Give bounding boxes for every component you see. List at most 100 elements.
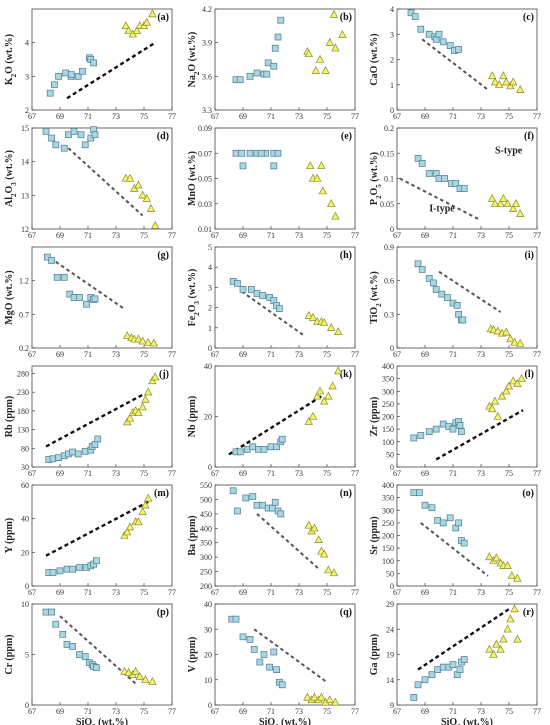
- data-point-triangle: [495, 80, 504, 88]
- y-tick-label: 4: [390, 5, 394, 14]
- x-tick-label: 73: [112, 469, 120, 478]
- data-point-square: [69, 643, 76, 650]
- y-tick-label: 350: [382, 375, 394, 384]
- data-point-triangle: [511, 199, 521, 207]
- data-point-triangle: [141, 394, 150, 403]
- data-point-triangle: [138, 402, 147, 411]
- data-point-triangle: [304, 520, 313, 529]
- data-point-square: [79, 67, 86, 75]
- y-tick-label: 0: [208, 463, 212, 472]
- y-tick-label: 0.05: [198, 175, 212, 184]
- x-tick-label: 69: [239, 707, 247, 716]
- data-point-triangle: [503, 561, 512, 569]
- x-tick-label: 75: [323, 231, 331, 240]
- data-point-square: [273, 666, 280, 674]
- y-axis-label: V (ppm): [187, 637, 198, 673]
- data-point-triangle: [141, 500, 150, 509]
- y-tick-label: 0.15: [380, 149, 394, 158]
- x-tick-label: 73: [295, 588, 303, 597]
- data-point-square: [93, 557, 100, 565]
- data-point-triangle: [489, 649, 498, 658]
- trend-line: [438, 270, 502, 313]
- data-point-triangle: [142, 17, 151, 26]
- x-tick-label: 69: [239, 588, 247, 597]
- x-tick-label: 69: [56, 707, 64, 716]
- data-point-square: [456, 421, 464, 429]
- data-point-triangle: [121, 21, 130, 29]
- data-point-square: [449, 425, 457, 433]
- data-point-square: [260, 445, 268, 453]
- plot-frame: [31, 603, 173, 706]
- y-tick-label: 150: [382, 544, 394, 553]
- data-point-square: [234, 280, 241, 287]
- x-tick-label: 71: [449, 350, 457, 359]
- panel-label: (r): [523, 607, 534, 618]
- data-point-square: [270, 162, 278, 170]
- y-tick-label: 0.7: [19, 310, 29, 319]
- x-tick-label: 75: [505, 112, 513, 121]
- y-tick-label: 180: [17, 407, 29, 416]
- x-tick-label: 69: [421, 231, 429, 240]
- y-tick-label: 0: [25, 701, 29, 710]
- data-point-square: [414, 260, 422, 268]
- data-point-triangle: [310, 523, 319, 532]
- data-point-square: [81, 447, 89, 455]
- data-point-square: [69, 448, 76, 456]
- data-point-square: [407, 9, 415, 17]
- data-point-triangle: [504, 381, 514, 390]
- y-tick-label: 500: [200, 495, 212, 504]
- data-point-triangle: [324, 391, 333, 400]
- data-point-square: [444, 294, 451, 301]
- data-point-triangle: [304, 416, 313, 425]
- data-point-triangle: [134, 180, 143, 189]
- data-point-square: [410, 489, 418, 496]
- plot-frame: [396, 365, 538, 468]
- x-tick-label: 67: [211, 707, 219, 716]
- y-tick-label: 350: [382, 494, 394, 503]
- data-point-triangle: [138, 507, 147, 516]
- panel-label: (o): [522, 488, 534, 499]
- data-point-square: [278, 681, 286, 689]
- data-point-square: [411, 13, 419, 20]
- data-point-square: [421, 676, 429, 684]
- trend-line: [256, 513, 320, 570]
- data-point-triangle: [503, 199, 512, 207]
- x-tick-label: 71: [267, 231, 275, 240]
- data-point-square: [91, 295, 99, 303]
- y-tick-label: 0.1: [384, 175, 394, 184]
- data-point-square: [460, 656, 468, 663]
- y-axis-label: Cr (ppm): [4, 634, 15, 674]
- x-tick-label: 69: [421, 469, 429, 478]
- y-tick-label: 400: [382, 481, 394, 490]
- data-point-triangle: [488, 404, 497, 413]
- panel-label: (d): [157, 131, 169, 142]
- x-tick-label: 67: [393, 112, 401, 121]
- data-point-square: [452, 180, 460, 187]
- x-tick-label: 71: [84, 112, 92, 121]
- y-tick-label: 9: [390, 701, 394, 710]
- data-point-triangle: [488, 71, 497, 80]
- data-point-triangle: [327, 199, 336, 207]
- y-tick-label: 150: [382, 425, 394, 434]
- x-tick-label: 75: [140, 112, 148, 121]
- x-tick-label: 69: [56, 469, 64, 478]
- data-point-triangle: [311, 65, 320, 74]
- x-tick-label: 77: [351, 231, 359, 240]
- y-tick-label: 29: [386, 600, 394, 609]
- data-point-triangle: [132, 26, 142, 35]
- data-point-square: [273, 443, 280, 451]
- data-point-square: [94, 435, 102, 443]
- data-point-triangle: [497, 391, 507, 400]
- data-point-square: [239, 633, 247, 641]
- panel-r: 9 14 19 24 29 67 69 71 73 75 77 Ga (ppm) (r) SiO2 (wt…: [369, 600, 541, 725]
- data-point-square: [236, 76, 244, 84]
- data-point-square: [270, 62, 278, 70]
- y-tick-label: 3: [208, 283, 212, 292]
- x-tick-label: 77: [351, 350, 359, 359]
- data-point-triangle: [313, 173, 322, 182]
- data-point-square: [246, 149, 254, 157]
- data-point-square: [263, 70, 271, 78]
- y-axis-label: MnO (wt.%): [187, 151, 198, 206]
- x-tick-label: 75: [323, 350, 331, 359]
- y-tick-label: 60: [21, 481, 29, 490]
